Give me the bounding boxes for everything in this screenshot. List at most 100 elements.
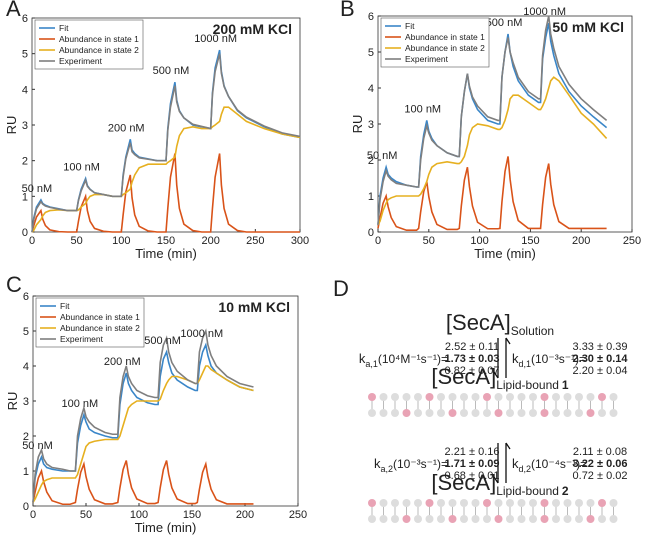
x-tick-label: 50 [423,235,435,247]
y-tick-label: 5 [368,47,374,59]
concentration-label: 100 nM [63,162,100,174]
lipid-head [506,393,514,401]
lipid-head [586,393,595,401]
concentration-label: 1000 nM [180,328,223,340]
lipid-head [494,499,503,507]
legend-label: Abundance in state 1 [405,32,485,42]
series-line [32,365,254,503]
rate-symbol: k [359,351,366,366]
lipid-head [460,515,468,523]
condition-label: 10 mM KCl [218,299,290,315]
lipid-head [414,409,422,417]
rate-value: 1.71 ± 0.09 [445,458,500,470]
legend-label: Abundance in state 2 [60,323,140,333]
rate-value: 2.21 ± 0.16 [445,446,500,458]
rate-subscript: d,2 [519,464,532,474]
x-tick-label: 200 [236,509,254,521]
rate-value: 2.11 ± 0.08 [573,446,627,458]
legend-label: Abundance in state 2 [59,45,139,55]
lipid-head [391,499,399,507]
species-subscript: Lipid-bound [496,378,559,392]
forward-arrow [493,338,499,379]
y-tick-label: 6 [368,11,374,23]
y-tick-label: 5 [23,326,29,338]
legend-label: Experiment [405,54,449,64]
y-tick-label: 0 [23,501,29,513]
rate-value: 0.82 ± 0.07 [445,365,500,377]
series-line [377,76,608,226]
y-tick-label: 4 [23,361,29,373]
lipid-bilayer [368,393,618,417]
x-tick-label: 0 [29,235,35,247]
lipid-head [563,393,572,401]
concentration-label: 500 nM [144,335,181,347]
lipid-head [517,393,526,401]
panel-letter: B [340,0,355,21]
x-tick-label: 50 [80,509,92,521]
lipid-bilayer [368,499,618,523]
y-tick-label: 1 [23,466,29,478]
lipid-head [471,393,480,401]
x-tick-label: 0 [30,509,36,521]
x-tick-label: 0 [375,235,381,247]
series-line [31,53,301,233]
rate-units: (10⁻³s⁻¹)= [531,352,586,366]
lipid-head [529,409,537,417]
lipid-head [437,409,445,417]
y-tick-label: 2 [23,431,29,443]
y-tick-label: 6 [22,13,28,25]
x-tick-label: 150 [157,235,175,247]
lipid-head [448,393,457,401]
rate-symbol: k [512,351,519,366]
lipid-head [379,515,388,523]
lipid-head [540,409,549,417]
lipid-head [391,409,399,417]
lipid-head [414,515,422,523]
legend-label: Fit [59,23,69,33]
lipid-head [529,393,537,401]
y-tick-label: 0 [22,227,28,239]
lipid-head [425,409,434,417]
legend-label: Abundance in state 1 [59,34,139,44]
y-axis-label: RU [4,116,19,135]
y-tick-label: 4 [22,84,28,96]
lipid-head [379,393,388,401]
lipid-head [368,393,376,401]
x-tick-label: 50 [71,235,83,247]
lipid-head [379,409,388,417]
x-tick-label: 150 [183,509,201,521]
reverse-arrow [505,337,511,378]
lipid-head [506,499,514,507]
rate-subscript: d,1 [519,359,532,369]
legend-label: Abundance in state 1 [60,312,140,322]
lipid-head [448,515,457,523]
lipid-head [609,409,618,417]
y-tick-label: 2 [368,155,374,167]
x-tick-label: 100 [470,235,488,247]
x-tick-label: 300 [291,235,309,247]
lipid-head [471,409,480,417]
concentration-label: 100 nM [62,398,99,410]
lipid-head [437,499,445,507]
concentration-label: 500 nM [486,17,523,29]
x-tick-label: 250 [289,509,307,521]
lipid-head [483,393,491,401]
lipid-head [598,393,606,401]
lipid-head [391,515,399,523]
lipid-head [598,499,606,507]
x-tick-label: 250 [623,235,641,247]
concentration-label: 1000 nM [523,6,566,18]
panel-letter: A [6,0,21,21]
y-axis-label: RU [350,115,365,134]
lipid-head [460,499,468,507]
lipid-head [598,409,606,417]
rate-subscript: a,2 [380,464,393,474]
lipid-head [598,515,606,523]
lipid-head [552,499,560,507]
concentration-label: 50 nM [22,440,53,452]
y-tick-label: 1 [368,191,374,203]
lipid-head [563,499,572,507]
lipid-head [552,409,560,417]
series-line [32,328,254,503]
